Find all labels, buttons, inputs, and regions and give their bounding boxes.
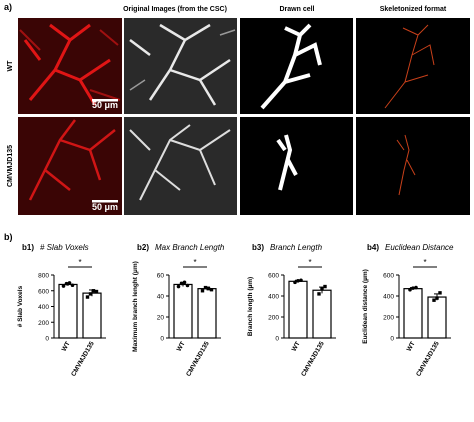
bar [312,289,332,339]
data-point [435,296,439,300]
significance-label: * [308,258,311,267]
row-label: WT [7,60,14,72]
x-tick-label: WT [176,340,187,352]
y-tick-label: 0 [160,336,164,343]
chart-label: b1) [22,243,34,252]
data-point [61,284,66,288]
x-tick-label: CMVMJD135 [70,340,96,378]
data-point [438,291,442,295]
data-point [91,289,96,293]
data-point [179,281,184,286]
y-axis-label: Euclidean distance (µm) [362,269,369,344]
data-point [299,278,303,283]
y-tick-label: 60 [157,273,165,280]
significance-label: * [423,258,426,267]
bar [173,283,193,339]
column-header: Skeletonized format [380,6,447,13]
data-point [320,286,324,291]
image-red-wt [18,18,122,114]
y-axis-label: Maximum branch lenght (μm) [132,261,139,352]
image-skeleton-wt [356,18,470,114]
image-drawn-wt [240,18,353,114]
data-point [70,283,75,288]
chart-title: Max Branch Length [155,243,225,252]
y-tick-label: 0 [275,336,279,343]
image-drawn-cmv [240,117,353,215]
data-point [206,286,211,291]
bar [288,280,308,339]
data-point [296,278,300,283]
data-point [85,295,90,299]
y-tick-label: 200 [383,315,394,322]
scale-bar-label: 50 μm [92,100,118,110]
y-tick-label: 200 [38,320,49,327]
data-point [408,287,412,292]
y-tick-label: 200 [268,315,279,322]
y-tick-label: 400 [268,294,279,301]
chart-label: b3) [252,243,264,252]
data-point [432,298,436,302]
y-tick-label: 40 [157,294,165,301]
y-tick-label: 600 [268,273,279,280]
image-gray-wt [124,18,237,114]
x-tick-label: CMVMJD135 [300,340,326,378]
y-tick-label: 800 [38,273,49,280]
image-red-cmv [18,117,122,215]
chart-title: # Slab Voxels [40,243,89,252]
x-tick-label: WT [61,340,72,352]
data-point [209,288,214,292]
row-label: CMVMJD135 [7,145,14,187]
y-tick-label: 600 [383,273,394,280]
column-header: Drawn cell [279,6,314,13]
y-axis-label: # Slab Voxels [17,285,24,327]
x-tick-label: WT [406,340,417,352]
chart-title: Euclidean Distance [385,243,454,252]
scale-bar [92,200,118,203]
data-point [64,281,69,286]
data-point [94,289,99,294]
y-tick-label: 400 [383,294,394,301]
panel-label: a) [4,2,12,12]
image-skeleton-cmv [356,117,470,215]
scale-bar-label: 50 μm [92,202,118,212]
bar [427,296,447,339]
data-point [182,280,187,285]
bar [403,288,423,339]
bar [197,288,217,339]
significance-label: * [193,258,196,267]
y-tick-label: 20 [157,315,165,322]
data-point [176,284,181,289]
data-point [323,284,327,289]
x-tick-label: WT [291,340,302,352]
chart-title: Branch Length [270,243,323,252]
data-point [200,289,205,293]
data-point [88,292,93,296]
significance-label: * [78,258,81,267]
chart-label: b2) [137,243,149,252]
panel-label: b) [4,232,13,242]
data-point [317,292,321,296]
bar [82,292,102,339]
data-point [67,281,72,285]
image-gray-cmv [124,117,237,215]
y-tick-label: 600 [38,288,49,295]
chart-label: b4) [367,243,379,252]
data-point [411,286,415,290]
data-point [203,285,208,290]
column-header: Original Images (from the CSC) [123,6,227,13]
y-axis-label: Branch length (µm) [247,277,254,336]
y-tick-label: 0 [45,336,49,343]
y-tick-label: 0 [390,336,394,343]
bar [58,283,78,339]
x-tick-label: CMVMJD135 [185,340,211,378]
data-point [414,285,418,290]
y-tick-label: 400 [38,304,49,311]
data-point [185,283,190,288]
scale-bar [92,99,118,102]
data-point [293,280,297,285]
x-tick-label: CMVMJD135 [415,340,441,378]
